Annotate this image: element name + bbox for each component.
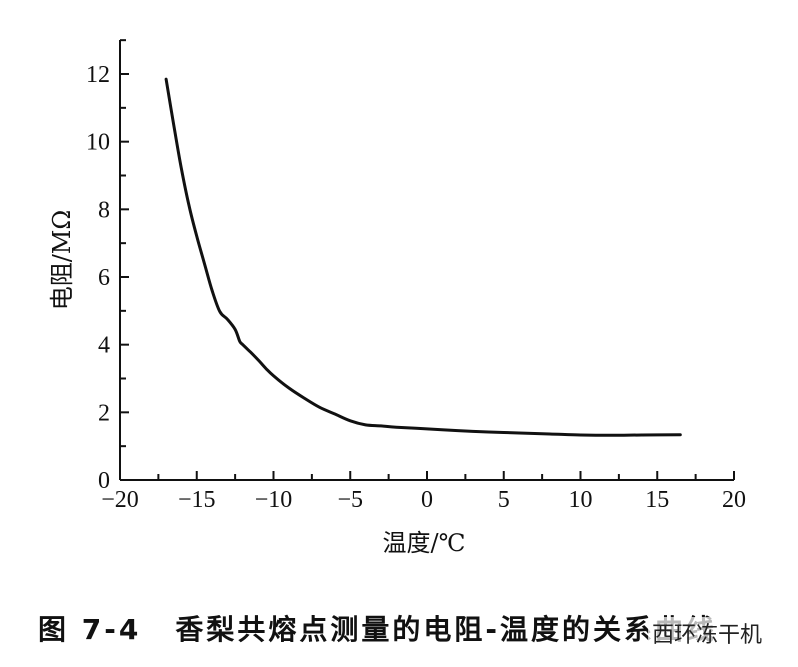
x-tick-label: −5	[337, 487, 363, 513]
x-tick-label: −10	[255, 487, 293, 513]
y-tick-label: 2	[98, 400, 110, 426]
y-tick-label: 10	[86, 130, 110, 156]
x-tick-label: 0	[421, 487, 433, 513]
watermark: 西环冻干机	[648, 617, 767, 649]
series-layer	[164, 77, 682, 437]
series-line	[164, 77, 682, 437]
y-tick-label: 0	[98, 468, 110, 494]
x-tick-label: 15	[645, 487, 669, 513]
y-axis: 0 2 4 6 8 10 12	[86, 39, 129, 494]
x-tick-label: 10	[569, 487, 593, 513]
figure-number: 图 7-4	[38, 613, 142, 646]
x-axis: −20 −15 −10 −5 0 5 10 15 20	[101, 471, 746, 513]
x-tick-label: 5	[498, 487, 510, 513]
y-tick-label: 4	[98, 333, 110, 359]
figure-caption: 图 7-4 香梨共熔点测量的电阻-温度的关系曲线	[38, 608, 717, 648]
x-tick-label: 20	[722, 487, 746, 513]
x-axis-title: 温度/℃	[383, 529, 466, 557]
y-tick-label: 12	[86, 62, 110, 88]
y-tick-label: 6	[98, 265, 110, 291]
figure-caption-text: 香梨共熔点测量的电阻-温度的关系曲线	[175, 613, 717, 646]
x-tick-label: −15	[178, 487, 216, 513]
y-axis-title: 电阻/MΩ	[48, 210, 76, 311]
x-tick-label: −20	[101, 487, 139, 513]
y-tick-label: 8	[98, 197, 110, 223]
